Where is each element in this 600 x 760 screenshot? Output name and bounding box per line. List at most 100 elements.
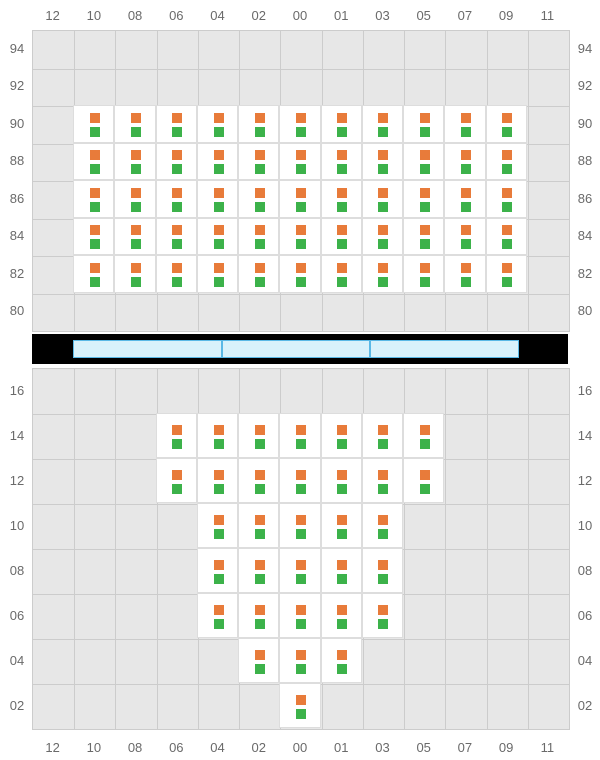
lower-seat[interactable] xyxy=(279,593,320,638)
upper-seat[interactable] xyxy=(321,255,362,293)
lower-seat[interactable] xyxy=(403,458,444,503)
upper-seat[interactable] xyxy=(156,255,197,293)
upper-seat[interactable] xyxy=(114,218,155,256)
lower-seat[interactable] xyxy=(197,413,238,458)
upper-seat[interactable] xyxy=(444,143,485,181)
upper-seat[interactable] xyxy=(114,143,155,181)
upper-seat[interactable] xyxy=(238,105,279,143)
upper-seat[interactable] xyxy=(486,143,527,181)
upper-seat[interactable] xyxy=(279,218,320,256)
upper-row-label-left: 94 xyxy=(4,41,30,56)
upper-seat[interactable] xyxy=(403,255,444,293)
upper-seat[interactable] xyxy=(362,143,403,181)
col-label-top: 07 xyxy=(445,8,485,23)
lower-seat[interactable] xyxy=(362,413,403,458)
lower-seat[interactable] xyxy=(279,548,320,593)
upper-seat[interactable] xyxy=(156,143,197,181)
lower-seat[interactable] xyxy=(238,503,279,548)
upper-seat[interactable] xyxy=(114,255,155,293)
upper-seat[interactable] xyxy=(114,180,155,218)
lower-seat[interactable] xyxy=(279,413,320,458)
seat-green-icon xyxy=(461,277,471,287)
upper-seat[interactable] xyxy=(403,143,444,181)
seat-orange-icon xyxy=(172,225,182,235)
col-label-bottom: 10 xyxy=(74,740,114,755)
seat-orange-icon xyxy=(214,560,224,570)
upper-seat[interactable] xyxy=(73,218,114,256)
upper-seat[interactable] xyxy=(279,255,320,293)
upper-seat[interactable] xyxy=(73,255,114,293)
upper-seat[interactable] xyxy=(362,218,403,256)
seat-orange-icon xyxy=(502,113,512,123)
upper-seat[interactable] xyxy=(114,105,155,143)
upper-seat[interactable] xyxy=(486,105,527,143)
lower-seat[interactable] xyxy=(197,458,238,503)
upper-seat[interactable] xyxy=(238,255,279,293)
upper-seat[interactable] xyxy=(362,180,403,218)
seat-orange-icon xyxy=(296,113,306,123)
upper-seat[interactable] xyxy=(197,105,238,143)
upper-seat[interactable] xyxy=(362,105,403,143)
upper-seat[interactable] xyxy=(444,180,485,218)
lower-seat[interactable] xyxy=(156,458,197,503)
lower-seat[interactable] xyxy=(197,548,238,593)
upper-seat[interactable] xyxy=(486,218,527,256)
lower-seat[interactable] xyxy=(197,593,238,638)
lower-seat[interactable] xyxy=(279,638,320,683)
upper-seat[interactable] xyxy=(403,218,444,256)
upper-seat[interactable] xyxy=(156,105,197,143)
upper-seat[interactable] xyxy=(362,255,403,293)
upper-seat[interactable] xyxy=(238,180,279,218)
seat-green-icon xyxy=(296,277,306,287)
upper-seat[interactable] xyxy=(321,218,362,256)
upper-seat[interactable] xyxy=(73,143,114,181)
seat-green-icon xyxy=(378,164,388,174)
lower-seat[interactable] xyxy=(279,458,320,503)
lower-seat[interactable] xyxy=(238,548,279,593)
lower-seat[interactable] xyxy=(362,458,403,503)
upper-seat[interactable] xyxy=(279,180,320,218)
lower-seat[interactable] xyxy=(197,503,238,548)
upper-seat[interactable] xyxy=(444,255,485,293)
upper-seat[interactable] xyxy=(444,105,485,143)
upper-seat[interactable] xyxy=(321,180,362,218)
lower-seat[interactable] xyxy=(321,548,362,593)
upper-row-label-right: 88 xyxy=(572,153,598,168)
upper-seat[interactable] xyxy=(73,180,114,218)
lower-seat[interactable] xyxy=(156,413,197,458)
lower-seat[interactable] xyxy=(362,593,403,638)
upper-seat[interactable] xyxy=(156,180,197,218)
lower-seat[interactable] xyxy=(321,503,362,548)
upper-seat[interactable] xyxy=(403,105,444,143)
upper-seat[interactable] xyxy=(403,180,444,218)
lower-seat[interactable] xyxy=(279,503,320,548)
upper-seat[interactable] xyxy=(238,143,279,181)
upper-seat[interactable] xyxy=(279,105,320,143)
lower-seat[interactable] xyxy=(238,458,279,503)
lower-seat[interactable] xyxy=(362,548,403,593)
lower-seat[interactable] xyxy=(321,413,362,458)
lower-seat[interactable] xyxy=(238,638,279,683)
lower-seat[interactable] xyxy=(321,593,362,638)
lower-seat[interactable] xyxy=(362,503,403,548)
upper-seat[interactable] xyxy=(444,218,485,256)
upper-seat[interactable] xyxy=(197,180,238,218)
lower-seat[interactable] xyxy=(238,593,279,638)
upper-seat[interactable] xyxy=(197,218,238,256)
upper-seat[interactable] xyxy=(321,105,362,143)
lower-seat[interactable] xyxy=(279,683,320,728)
lower-seat[interactable] xyxy=(321,638,362,683)
lower-seat[interactable] xyxy=(238,413,279,458)
lower-seat[interactable] xyxy=(403,413,444,458)
upper-seat[interactable] xyxy=(238,218,279,256)
upper-seat[interactable] xyxy=(486,255,527,293)
upper-seat[interactable] xyxy=(197,255,238,293)
seat-green-icon xyxy=(296,574,306,584)
upper-seat[interactable] xyxy=(486,180,527,218)
upper-seat[interactable] xyxy=(321,143,362,181)
upper-seat[interactable] xyxy=(156,218,197,256)
upper-seat[interactable] xyxy=(279,143,320,181)
lower-seat[interactable] xyxy=(321,458,362,503)
upper-seat[interactable] xyxy=(73,105,114,143)
upper-seat[interactable] xyxy=(197,143,238,181)
